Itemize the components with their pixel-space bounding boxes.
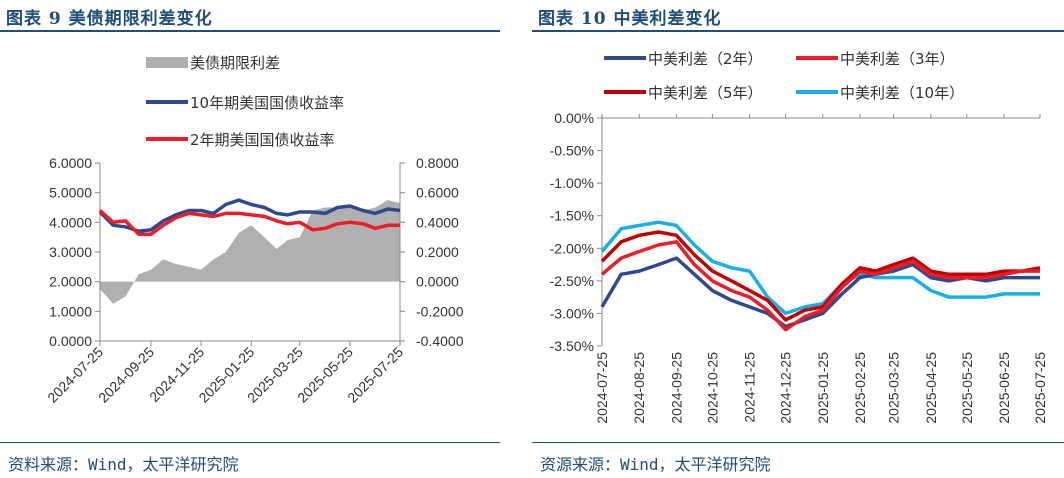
series-line-10y-yield: [98, 198, 401, 233]
series-line-5y-spread: [600, 230, 1041, 322]
series-line-3y-spread: [600, 240, 1040, 332]
legend-label-term-spread: 美债期限利差: [190, 54, 280, 72]
legend-label-5y: 中美利差（5年）: [648, 84, 763, 102]
left-y-tick-label: 3.0000: [49, 244, 92, 260]
x-tick-label: 2024-08-25: [631, 352, 647, 424]
x-tick-label: 2025-04-25: [923, 352, 939, 424]
left-chart-panel: 图表 9 美债期限利差变化 6.0000 5.0000 4.0000 3.0000 2.…: [0, 0, 500, 477]
x-tick-label: 2024-09-25: [668, 352, 684, 424]
right-y-tick-label: -0.2000: [416, 303, 464, 319]
legend-swatch-term-spread: [146, 57, 188, 68]
legend-label-3y: 中美利差（3年）: [840, 50, 955, 68]
x-tick-label: 2025-06-25: [996, 352, 1012, 424]
series-line-10y-spread: [600, 220, 1040, 316]
right-source-bar: 资源来源：Wind，太平洋研究院: [532, 442, 1064, 478]
left-title-bar: 图表 9 美债期限利差变化: [0, 0, 500, 32]
legend-label-10y-yield: 10年期美国国债收益率: [190, 94, 344, 112]
left-y-tick-label: 1.0000: [49, 303, 92, 319]
right-title-bar: 图表 10 中美利差变化: [532, 0, 1064, 32]
x-tick-label: 2024-07-25: [594, 352, 610, 424]
y-tick-label: -2.00%: [550, 240, 594, 256]
x-tick-label: 2024-10-25: [704, 352, 720, 424]
y-tick-label: 0.00%: [554, 110, 594, 126]
x-tick-label: 2024-12-25: [778, 352, 794, 424]
left-y-tick-label: 2.0000: [49, 274, 92, 290]
x-tick-label: 2025-02-25: [852, 352, 868, 424]
left-y-tick-label: 5.0000: [49, 185, 92, 201]
left-y-tick-label: 6.0000: [49, 155, 92, 171]
x-tick-label: 2025-07-25: [1032, 352, 1048, 424]
legend-label-10y: 中美利差（10年）: [840, 84, 964, 102]
left-y-tick-label: 4.0000: [49, 214, 92, 230]
right-y-tick-label: 0.6000: [416, 185, 459, 201]
legend-label-2y-yield: 2年期美国国债收益率: [190, 131, 335, 149]
x-tick-label: 2025-05-25: [959, 352, 975, 424]
right-y-tick-label: 0.8000: [416, 155, 459, 171]
right-chart-svg: 0.00% -0.50% -1.00% -1.50% -2.00% -2.50% -3.00…: [550, 50, 1048, 424]
series-line-2y-yield: [98, 209, 400, 236]
y-tick-label: -3.50%: [550, 338, 594, 354]
y-tick-label: -1.50%: [550, 208, 594, 224]
right-y-tick-label: 0.2000: [416, 244, 459, 260]
right-y-tick-label: 0.4000: [416, 214, 459, 230]
right-source-note: 资源来源：Wind，太平洋研究院: [540, 455, 771, 474]
left-source-note: 资料来源：Wind，太平洋研究院: [8, 455, 239, 474]
y-tick-label: -3.00%: [550, 305, 594, 321]
series-line-2y-spread: [600, 256, 1040, 329]
y-tick-label: -1.00%: [550, 175, 594, 191]
right-y-tick-label: -0.4000: [416, 333, 464, 349]
legend-label-2y: 中美利差（2年）: [648, 50, 763, 68]
y-tick-label: -0.50%: [550, 143, 594, 159]
left-y-tick-label: 0.0000: [49, 333, 92, 349]
right-chart-title: 图表 10 中美利差变化: [538, 9, 722, 29]
x-tick-label: 2025-01-25: [815, 352, 831, 424]
x-tick-label: 2024-11-25: [742, 352, 758, 423]
right-chart-panel: 图表 10 中美利差变化 0.00% -0.50% -1.00% -1.50% -2.0…: [532, 0, 1064, 477]
right-y-tick-label: 0.0000: [416, 274, 459, 290]
y-tick-label: -2.50%: [550, 273, 594, 289]
series-area-term-spread: [100, 200, 400, 304]
left-chart-title: 图表 9 美债期限利差变化: [6, 9, 213, 29]
x-tick-label: 2025-03-25: [886, 352, 902, 424]
left-chart-svg: 6.0000 5.0000 4.0000 3.0000 2.0000 1.0000 0.00…: [44, 54, 464, 406]
left-source-bar: 资料来源：Wind，太平洋研究院: [0, 442, 500, 478]
